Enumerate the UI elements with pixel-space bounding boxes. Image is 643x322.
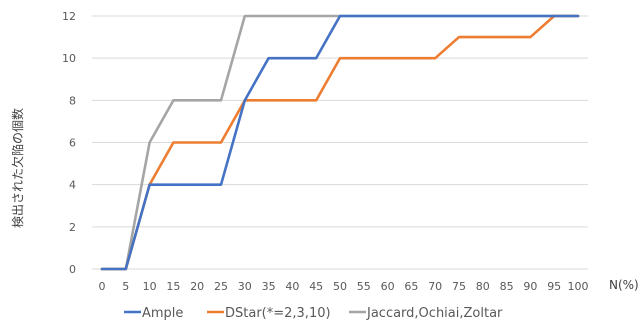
legend: Ample DStar(*=2,3,10) Jaccard,Ochiai,Zolta…: [124, 306, 503, 321]
x-tick-label: 45: [309, 280, 323, 293]
x-tick-label: 65: [404, 280, 418, 293]
x-tick-label: 90: [523, 280, 537, 293]
series-line-0: [100, 14, 580, 271]
legend-label-2: Jaccard,Ochiai,Zoltar: [366, 306, 503, 321]
y-tick-label: 8: [69, 94, 76, 107]
y-tick-label: 0: [69, 263, 76, 276]
x-tick-label: 95: [547, 280, 561, 293]
x-tick-label: 70: [428, 280, 442, 293]
gridlines: [92, 15, 588, 228]
x-tick-label: 25: [214, 280, 228, 293]
x-tick-label: 20: [190, 280, 204, 293]
series-line-1: [100, 14, 580, 271]
series-lines: [100, 14, 580, 271]
x-tick-label: 60: [381, 280, 395, 293]
y-tick-label: 4: [69, 179, 76, 192]
x-tick-label: 50: [333, 280, 347, 293]
x-axis-label: N(%): [609, 278, 639, 292]
y-tick-label: 12: [62, 10, 76, 23]
y-tick-label: 2: [69, 221, 76, 234]
x-axis-ticks: 0 5 10 15 20 25 30 35 40 45 50 55 60 65 70 75 80 85 90 95 10…: [99, 280, 589, 293]
x-tick-label: 100: [568, 280, 589, 293]
x-tick-label: 80: [476, 280, 490, 293]
y-axis-ticks: 0 2 4 6 8 10 12: [62, 10, 76, 276]
y-axis-label: 検出された欠陥の個数: [10, 108, 25, 228]
y-tick-label: 6: [69, 137, 76, 150]
x-tick-label: 10: [143, 280, 157, 293]
x-tick-label: 35: [262, 280, 276, 293]
x-tick-label: 30: [238, 280, 252, 293]
x-tick-label: 5: [122, 280, 129, 293]
x-tick-label: 55: [357, 280, 371, 293]
legend-label-1: DStar(*=2,3,10): [225, 306, 331, 321]
y-tick-label: 10: [62, 52, 76, 65]
x-tick-label: 15: [166, 280, 180, 293]
x-tick-label: 40: [285, 280, 299, 293]
legend-label-0: Ample: [142, 306, 183, 321]
x-tick-label: 85: [500, 280, 514, 293]
x-tick-label: 0: [99, 280, 106, 293]
x-tick-label: 75: [452, 280, 466, 293]
